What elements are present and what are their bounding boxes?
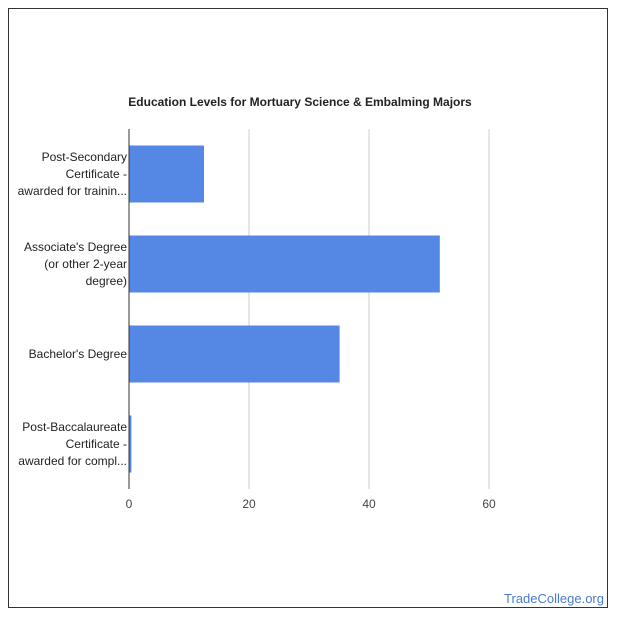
bar-3 <box>129 415 132 473</box>
gridlines <box>248 129 490 489</box>
x-axis-ticks: 0 20 40 60 <box>126 497 496 511</box>
category-label-1-line-0: Associate's Degree <box>24 240 127 254</box>
x-tick-label-0: 0 <box>126 497 133 511</box>
x-tick-label-2: 40 <box>362 497 376 511</box>
bar-2 <box>129 325 340 383</box>
bar-1 <box>129 235 440 293</box>
category-label-2-line-0: Bachelor's Degree <box>29 347 128 361</box>
chart-frame <box>8 8 608 608</box>
bar-0 <box>129 145 204 203</box>
x-tick-label-1: 20 <box>242 497 256 511</box>
chart-title: Education Levels for Mortuary Science & … <box>128 95 472 109</box>
x-tick-label-3: 60 <box>482 497 496 511</box>
category-label-0-line-0: Post-Secondary <box>42 150 127 164</box>
category-label-1-line-2: degree) <box>86 274 127 288</box>
category-label-3-line-1: Certificate - <box>66 437 127 451</box>
category-label-3-line-0: Post-Baccalaureate <box>22 420 127 434</box>
category-label-0-line-2: awarded for trainin... <box>18 184 127 198</box>
category-label-1-line-1: (or other 2-year <box>44 257 127 271</box>
bars <box>129 145 440 473</box>
category-labels: Post-Secondary Certificate - awarded for t… <box>18 150 128 468</box>
category-label-0-line-1: Certificate - <box>66 167 127 181</box>
category-label-3-line-2: awarded for compl... <box>18 454 127 468</box>
watermark: TradeCollege.org <box>504 591 604 606</box>
